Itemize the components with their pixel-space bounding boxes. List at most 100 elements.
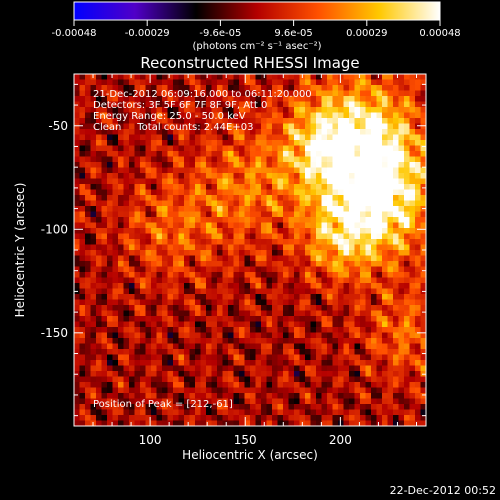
heatmap-cell: [371, 211, 378, 218]
heatmap-cell: [189, 118, 196, 125]
heatmap-cell: [398, 101, 405, 108]
heatmap-cell: [266, 96, 273, 103]
heatmap-cell: [409, 74, 416, 81]
heatmap-cell: [250, 398, 257, 405]
heatmap-cell: [266, 294, 273, 301]
heatmap-cell: [393, 178, 400, 185]
heatmap-cell: [277, 321, 284, 328]
heatmap-cell: [211, 316, 218, 323]
heatmap-cell: [250, 74, 257, 81]
heatmap-cell: [250, 250, 257, 257]
heatmap-cell: [354, 332, 361, 339]
heatmap-cell: [393, 167, 400, 174]
heatmap-cell: [162, 145, 169, 152]
heatmap-cell: [365, 404, 372, 411]
heatmap-cell: [118, 332, 125, 339]
heatmap-cell: [134, 206, 141, 213]
heatmap-cell: [310, 415, 317, 422]
heatmap-cell: [134, 96, 141, 103]
heatmap-cell: [338, 167, 345, 174]
heatmap-cell: [321, 288, 328, 295]
heatmap-cell: [387, 200, 394, 207]
heatmap-cell: [233, 327, 240, 334]
heatmap-cell: [211, 118, 218, 125]
heatmap-cell: [151, 184, 158, 191]
heatmap-cell: [178, 272, 185, 279]
heatmap-cell: [299, 255, 306, 262]
heatmap-cell: [101, 101, 108, 108]
heatmap-cell: [239, 96, 246, 103]
heatmap-cell: [349, 79, 356, 86]
heatmap-cell: [349, 140, 356, 147]
heatmap-cell: [222, 156, 229, 163]
heatmap-cell: [415, 244, 422, 251]
heatmap-cell: [305, 255, 312, 262]
heatmap-cell: [129, 206, 136, 213]
heatmap-cell: [200, 74, 207, 81]
heatmap-cell: [74, 79, 81, 86]
heatmap-cell: [255, 409, 262, 416]
heatmap-cell: [101, 85, 108, 92]
heatmap-cell: [129, 332, 136, 339]
heatmap-cell: [145, 349, 152, 356]
heatmap-cell: [409, 371, 416, 378]
heatmap-cell: [167, 299, 174, 306]
heatmap-cell: [74, 404, 81, 411]
heatmap-cell: [283, 327, 290, 334]
heatmap-cell: [365, 299, 372, 306]
heatmap-cell: [294, 79, 301, 86]
heatmap-cell: [85, 371, 92, 378]
heatmap-cell: [79, 118, 86, 125]
heatmap-cell: [338, 222, 345, 229]
heatmap-cell: [266, 415, 273, 422]
heatmap-cell: [409, 101, 416, 108]
heatmap-cell: [222, 338, 229, 345]
heatmap-cell: [321, 365, 328, 372]
heatmap-cell: [316, 151, 323, 158]
heatmap-cell: [376, 140, 383, 147]
heatmap-cell: [261, 255, 268, 262]
heatmap-cell: [398, 134, 405, 141]
heatmap-cell: [195, 387, 202, 394]
heatmap-cell: [189, 415, 196, 422]
heatmap-cell: [250, 393, 257, 400]
heatmap-cell: [134, 101, 141, 108]
heatmap-cell: [327, 349, 334, 356]
heatmap-cell: [387, 189, 394, 196]
heatmap-cell: [233, 382, 240, 389]
heatmap-cell: [74, 189, 81, 196]
heatmap-cell: [349, 107, 356, 114]
heatmap-cell: [360, 118, 367, 125]
heatmap-cell: [200, 118, 207, 125]
heatmap-cell: [299, 206, 306, 213]
heatmap-cell: [85, 376, 92, 383]
heatmap-cell: [327, 217, 334, 224]
heatmap-cell: [332, 316, 339, 323]
heatmap-cell: [90, 409, 97, 416]
heatmap-cell: [112, 167, 119, 174]
heatmap-cell: [305, 129, 312, 136]
heatmap-cell: [404, 398, 411, 405]
heatmap-cell: [382, 101, 389, 108]
heatmap-cell: [189, 85, 196, 92]
heatmap-cell: [85, 162, 92, 169]
heatmap-cell: [393, 145, 400, 152]
heatmap-cell: [79, 129, 86, 136]
heatmap-cell: [74, 316, 81, 323]
heatmap-cell: [74, 239, 81, 246]
heatmap-cell: [178, 244, 185, 251]
heatmap-cell: [118, 272, 125, 279]
heatmap-cell: [321, 338, 328, 345]
heatmap-cell: [376, 343, 383, 350]
heatmap-cell: [178, 382, 185, 389]
heatmap-cell: [107, 299, 114, 306]
heatmap-cell: [409, 239, 416, 246]
heatmap-cell: [299, 266, 306, 273]
heatmap-cell: [85, 288, 92, 295]
heatmap-cell: [305, 294, 312, 301]
heatmap-cell: [288, 90, 295, 97]
heatmap-cell: [420, 261, 426, 268]
heatmap-cell: [354, 228, 361, 235]
heatmap-cell: [79, 415, 86, 422]
heatmap-cell: [233, 129, 240, 136]
